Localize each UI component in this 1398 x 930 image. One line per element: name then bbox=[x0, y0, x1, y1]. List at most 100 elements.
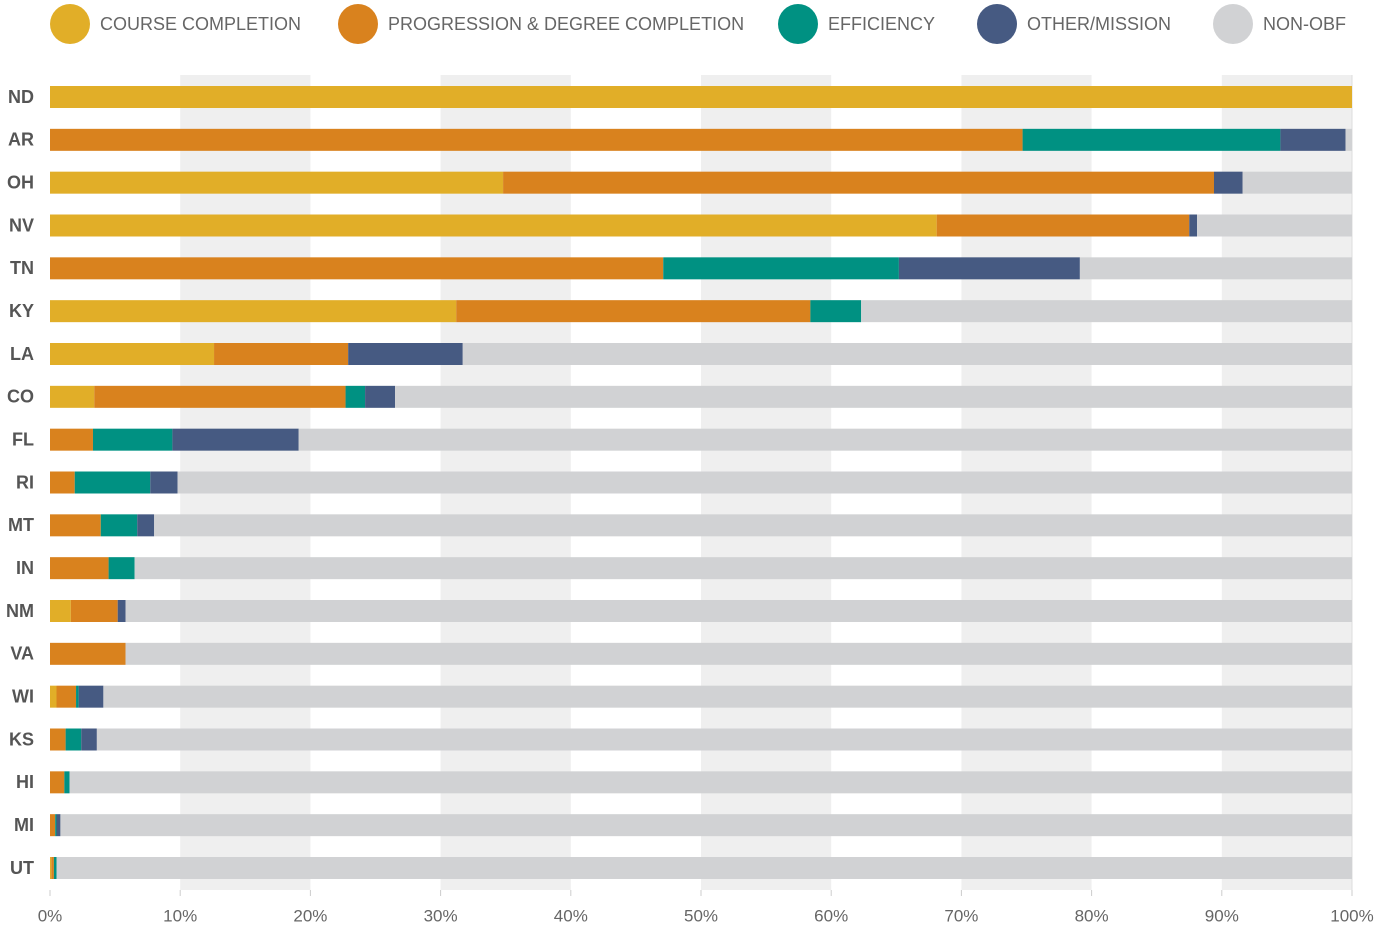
y-tick-label: ND bbox=[8, 87, 34, 107]
bar-segment bbox=[50, 557, 109, 580]
bar-segment bbox=[365, 385, 396, 408]
bar-segment bbox=[125, 600, 1353, 622]
x-tick-label: 70% bbox=[944, 906, 978, 925]
x-tick-label: 100% bbox=[1330, 906, 1373, 925]
bar-segment bbox=[50, 642, 126, 665]
bar-segment bbox=[810, 300, 862, 323]
bar-segment bbox=[50, 471, 75, 494]
bar-segment bbox=[64, 771, 70, 794]
bar-segment bbox=[50, 385, 95, 408]
bar-segment bbox=[298, 428, 1352, 451]
legend-swatch bbox=[977, 4, 1017, 44]
bar-segment bbox=[345, 385, 366, 408]
bar-segment bbox=[214, 343, 349, 365]
bar-segment bbox=[50, 300, 457, 323]
x-tick-label: 80% bbox=[1075, 906, 1109, 925]
bar-segment bbox=[108, 557, 135, 580]
y-tick-label: FL bbox=[12, 429, 34, 449]
y-tick-label: WI bbox=[12, 686, 34, 706]
bar-segment bbox=[117, 600, 126, 622]
legend-label: NON-OBF bbox=[1263, 14, 1346, 34]
y-tick-label: IN bbox=[16, 558, 34, 578]
bar-segment bbox=[462, 343, 1352, 365]
bar-segment bbox=[456, 300, 811, 323]
x-tick-label: 90% bbox=[1205, 906, 1239, 925]
bar-segment bbox=[70, 600, 118, 622]
legend-label: PROGRESSION & DEGREE COMPLETION bbox=[388, 14, 744, 34]
x-tick-label: 60% bbox=[814, 906, 848, 925]
bar-segment bbox=[663, 257, 899, 280]
bar-segment bbox=[76, 685, 79, 708]
bar-segment bbox=[94, 385, 346, 408]
bar-segment bbox=[56, 814, 61, 837]
bar-segment bbox=[1079, 257, 1352, 280]
x-tick-label: 10% bbox=[163, 906, 197, 925]
y-tick-label: NM bbox=[6, 601, 34, 621]
bar-segment bbox=[56, 685, 77, 708]
y-tick-label: HI bbox=[16, 772, 34, 792]
y-tick-label: AR bbox=[8, 130, 34, 150]
bar-segment bbox=[50, 86, 1352, 108]
bar-segment bbox=[50, 857, 52, 879]
bar-segment bbox=[50, 514, 101, 537]
bar-segment bbox=[125, 642, 1353, 665]
y-tick-label: LA bbox=[10, 344, 34, 364]
y-tick-label: CO bbox=[7, 387, 34, 407]
bar-segment bbox=[50, 771, 65, 794]
bar-segment bbox=[348, 343, 463, 365]
bar-segment bbox=[150, 471, 178, 494]
bar-segment bbox=[898, 257, 1080, 280]
bar-segment bbox=[1280, 128, 1346, 151]
bar-segment bbox=[100, 514, 138, 537]
bar-segment bbox=[55, 814, 57, 837]
bar-segment bbox=[503, 171, 1214, 194]
x-tick-label: 40% bbox=[554, 906, 588, 925]
bar-segment bbox=[56, 857, 1352, 879]
y-tick-label: VA bbox=[10, 644, 34, 664]
bar-segment bbox=[103, 685, 1353, 708]
bar-segment bbox=[50, 685, 57, 708]
bar-segment bbox=[78, 685, 104, 708]
y-tick-label: RI bbox=[16, 472, 34, 492]
bar-segment bbox=[60, 814, 1352, 837]
bar-segment bbox=[50, 343, 215, 365]
y-tick-label: NV bbox=[9, 215, 34, 235]
y-tick-label: TN bbox=[10, 258, 34, 278]
legend-swatch bbox=[338, 4, 378, 44]
bar-segment bbox=[1189, 214, 1198, 237]
x-tick-label: 0% bbox=[38, 906, 63, 925]
legend-swatch bbox=[50, 4, 90, 44]
y-tick-label: KS bbox=[9, 729, 34, 749]
bar-segment bbox=[69, 771, 1352, 794]
y-tick-label: MT bbox=[8, 515, 34, 535]
bar-segment bbox=[96, 728, 1353, 751]
legend-swatch bbox=[778, 4, 818, 44]
bar-segment bbox=[50, 128, 1023, 151]
bar-segment bbox=[395, 385, 1352, 408]
bar-segment bbox=[50, 214, 937, 237]
bar-segment bbox=[134, 557, 1352, 580]
legend-label: EFFICIENCY bbox=[828, 14, 935, 34]
bar-segment bbox=[861, 300, 1352, 323]
bar-segment bbox=[51, 857, 54, 879]
bar-segment bbox=[50, 171, 504, 194]
bar-segment bbox=[50, 814, 56, 837]
bar-segment bbox=[172, 428, 299, 451]
bar-segment bbox=[50, 257, 664, 280]
bar-segment bbox=[1242, 171, 1352, 194]
bar-segment bbox=[81, 728, 97, 751]
bar-segment bbox=[1345, 128, 1352, 151]
bar-segment bbox=[154, 514, 1352, 537]
x-tick-label: 30% bbox=[424, 906, 458, 925]
x-tick-label: 50% bbox=[684, 906, 718, 925]
y-tick-label: OH bbox=[7, 172, 34, 192]
legend-swatch bbox=[1213, 4, 1253, 44]
y-tick-label: MI bbox=[14, 815, 34, 835]
legend-label: OTHER/MISSION bbox=[1027, 14, 1171, 34]
y-tick-label: UT bbox=[10, 858, 34, 878]
bar-segment bbox=[1213, 171, 1243, 194]
y-tick-label: KY bbox=[9, 301, 34, 321]
legend-label: COURSE COMPLETION bbox=[100, 14, 301, 34]
x-tick-label: 20% bbox=[293, 906, 327, 925]
